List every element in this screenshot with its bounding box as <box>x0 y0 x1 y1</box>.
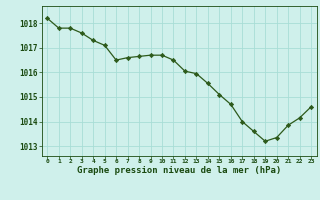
X-axis label: Graphe pression niveau de la mer (hPa): Graphe pression niveau de la mer (hPa) <box>77 166 281 175</box>
